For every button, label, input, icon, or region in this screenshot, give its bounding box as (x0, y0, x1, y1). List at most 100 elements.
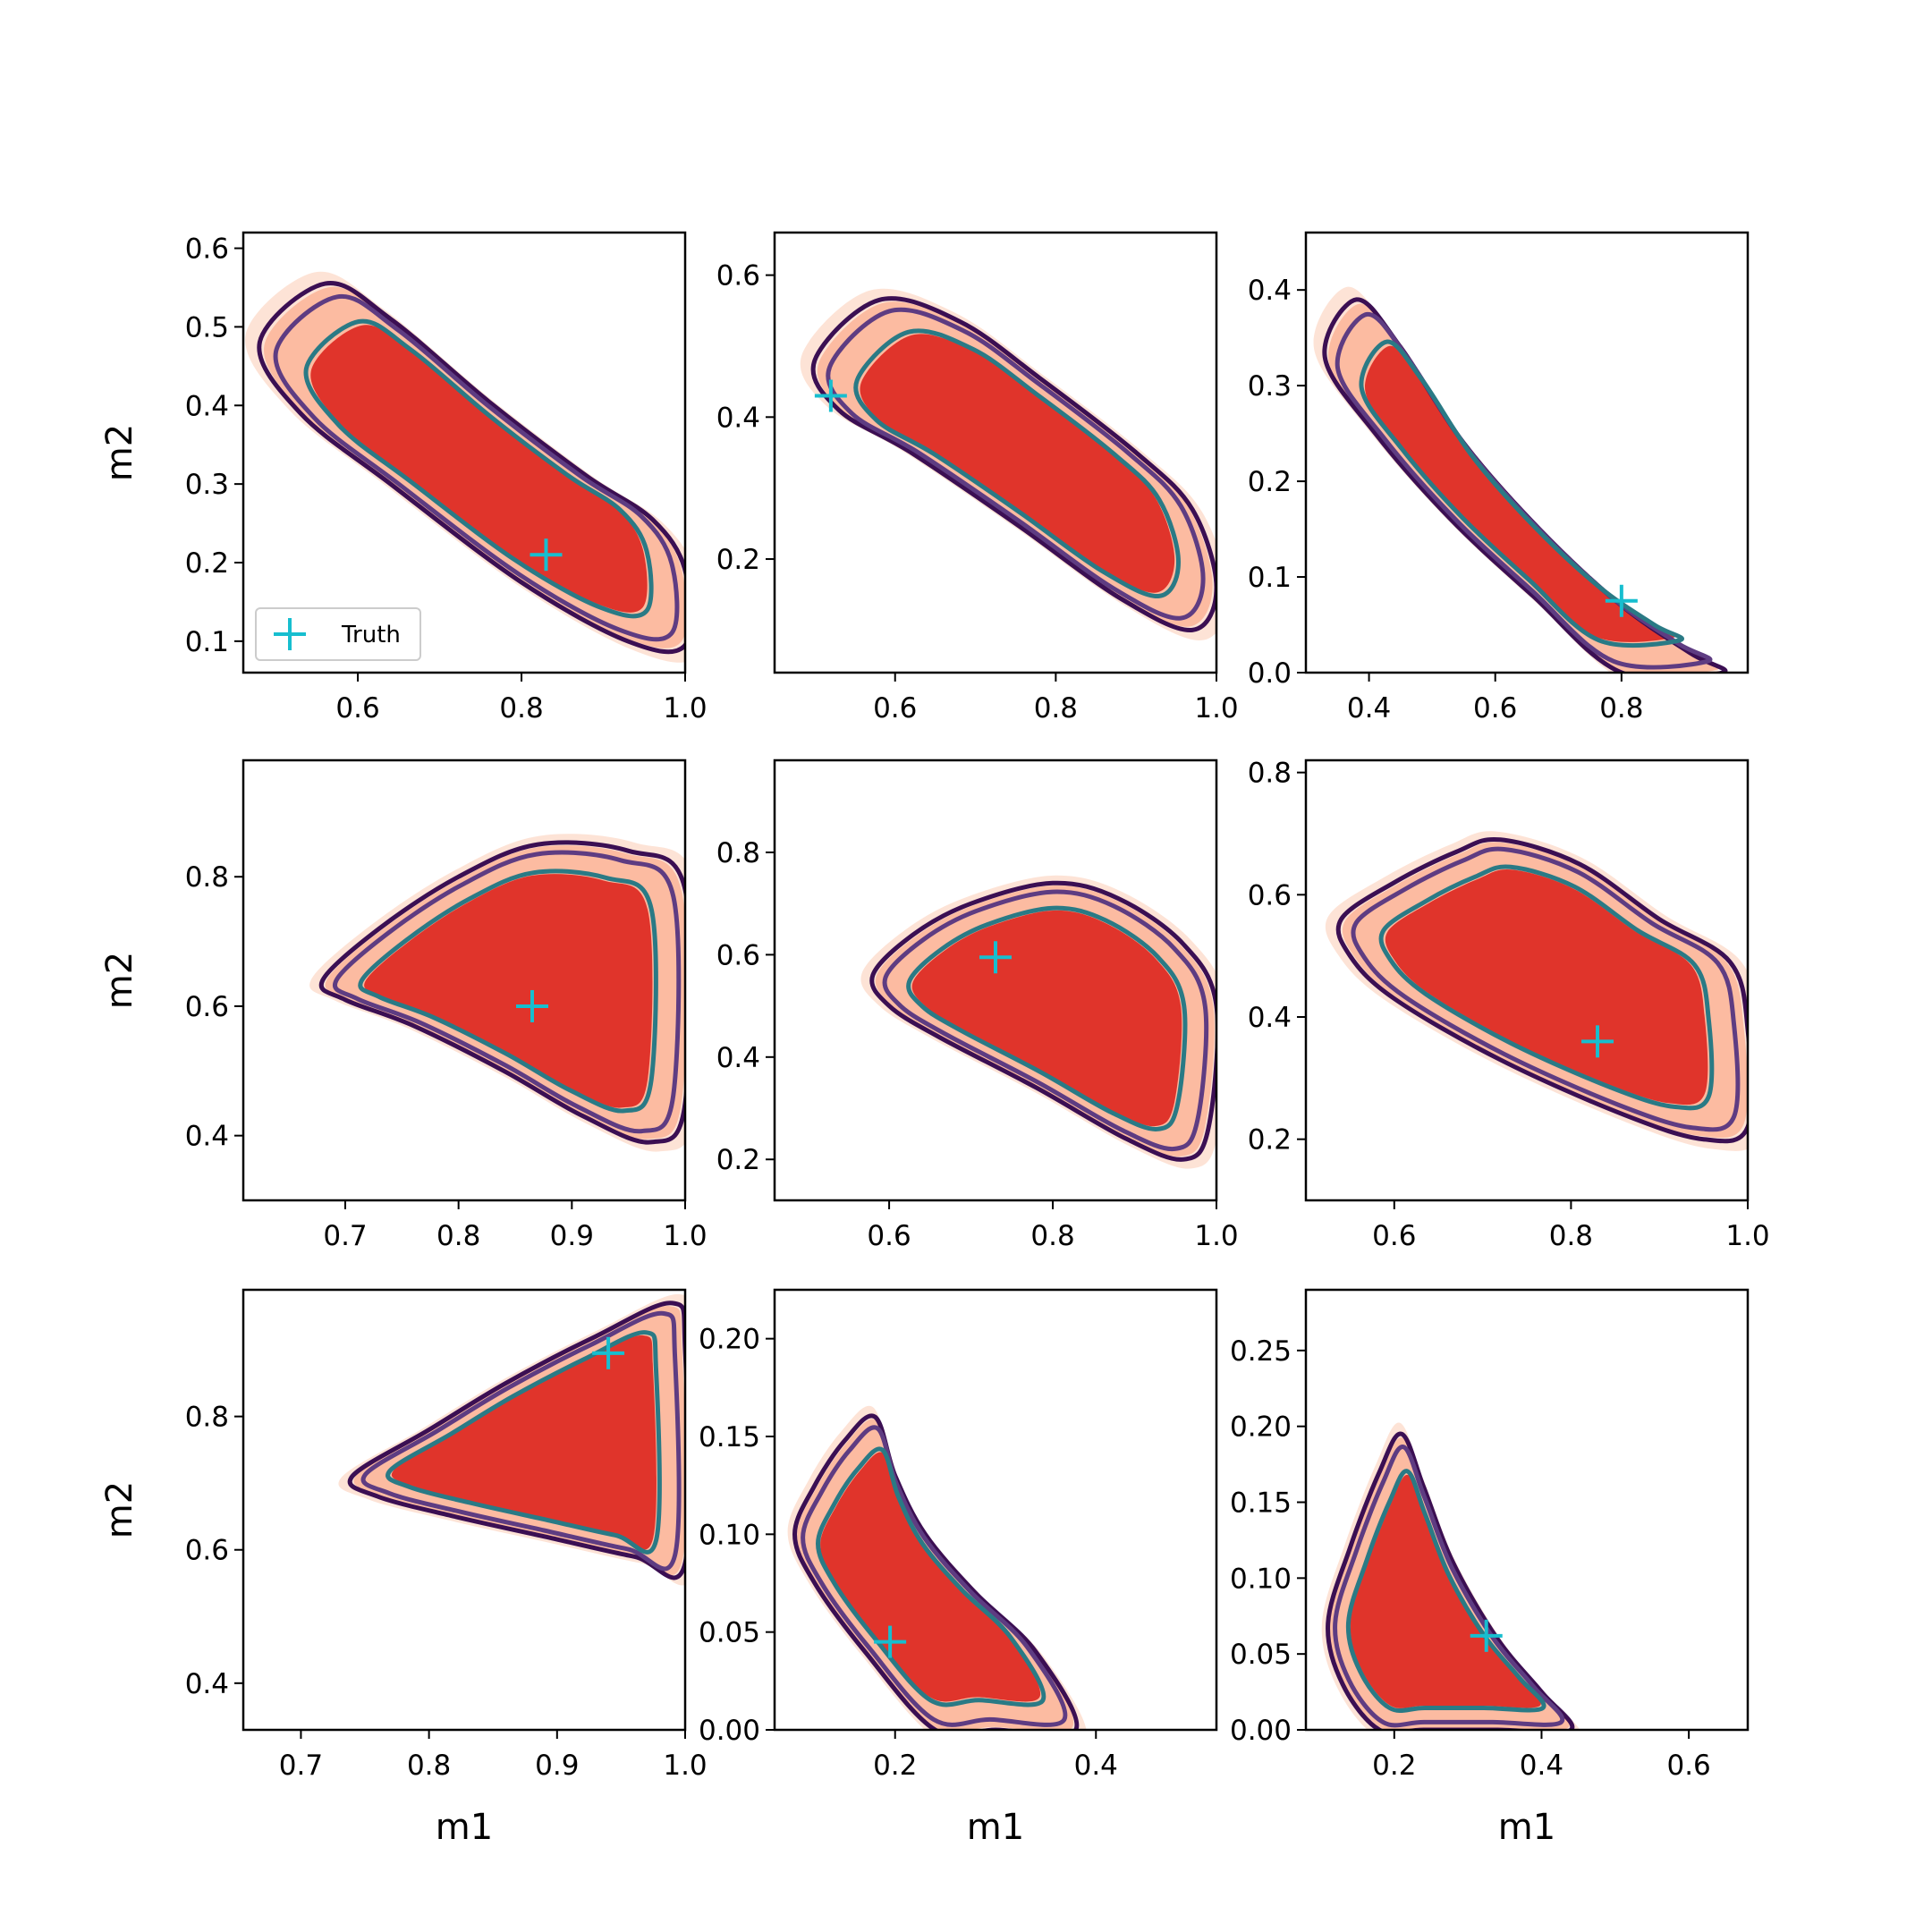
x-tick-label: 1.0 (663, 692, 707, 724)
contour-line-mid (360, 1310, 682, 1572)
y-tick-label: 0.4 (185, 1668, 229, 1700)
contour-line-mid (332, 850, 682, 1134)
contour-line-mid (882, 889, 1209, 1152)
axes-frame (242, 1288, 687, 1732)
panel-5: 0.6 0.8 1.0 0.2 0.4 0.6 0.8 (716, 758, 1239, 1252)
axes-frame (773, 231, 1218, 674)
y-tick-label: 0.15 (699, 1421, 760, 1453)
axes-frame (242, 231, 687, 674)
y-tick-label: 0.4 (1248, 1002, 1292, 1034)
y-tick-label: 0.00 (1230, 1715, 1292, 1747)
plot-area (787, 1405, 1087, 1730)
x-tick-label: 0.8 (499, 692, 543, 724)
x-tick-label: 0.8 (1034, 692, 1078, 724)
y-tick-label: 0.8 (716, 837, 760, 869)
x-tick-label: 0.4 (1520, 1750, 1563, 1782)
contour-line-inner (1345, 1469, 1546, 1713)
x-tick-label: 0.8 (407, 1750, 451, 1782)
y-axis-label: m2 (99, 1481, 140, 1538)
y-tick-label: 0.6 (185, 233, 229, 266)
y-tick-label: 0.4 (716, 402, 760, 434)
contour-line-outer (257, 281, 685, 655)
density-fill-inner (911, 910, 1182, 1127)
axes-frame (1304, 1288, 1750, 1732)
density-fill-inner (391, 1335, 657, 1550)
x-tick-label: 1.0 (1194, 1220, 1238, 1252)
y-tick-label: 0.2 (716, 1144, 760, 1176)
y-tick-label: 0.3 (185, 469, 229, 501)
truth-marker (1581, 1025, 1614, 1058)
truth-marker (516, 989, 548, 1022)
contour-line-inner (386, 1330, 662, 1555)
plot-area (860, 875, 1216, 1169)
truth-marker (592, 1336, 625, 1369)
y-tick-label: 0.8 (1248, 758, 1292, 790)
y-tick-label: 0.4 (1248, 275, 1292, 307)
y-tick-label: 0.2 (1248, 1124, 1292, 1157)
axes-frame (242, 758, 687, 1202)
density-fill-inner (860, 334, 1175, 593)
x-axis-label: m1 (1498, 1807, 1555, 1848)
y-tick-label: 0.8 (185, 861, 229, 894)
x-axis-label: m1 (436, 1807, 493, 1848)
y-tick-label: 0.0 (1248, 657, 1292, 690)
contour-line-inner (906, 905, 1188, 1131)
y-axis-label: m2 (99, 424, 140, 481)
y-tick-label: 0.4 (716, 1042, 760, 1074)
x-tick-label: 0.8 (1599, 692, 1643, 724)
x-tick-label: 0.4 (1347, 692, 1391, 724)
contour-line-mid (273, 293, 680, 642)
contour-line-mid (1351, 846, 1741, 1132)
plot-area (1321, 1422, 1580, 1730)
contour-line-inner (1359, 339, 1684, 648)
truth-marker (814, 379, 847, 412)
panel-2: 0.6 0.8 1.0 0.2 0.4 0.6 (716, 231, 1239, 724)
y-tick-label: 0.2 (716, 544, 760, 576)
x-tick-label: 0.8 (1030, 1220, 1074, 1252)
x-tick-label: 0.7 (279, 1750, 323, 1782)
contour-line-inner (853, 328, 1182, 598)
x-tick-label: 0.6 (1372, 1220, 1416, 1252)
legend-label: Truth (341, 622, 401, 648)
x-tick-label: 0.6 (867, 1220, 911, 1252)
contour-line-outer (347, 1301, 685, 1580)
x-tick-label: 0.7 (323, 1220, 367, 1252)
y-tick-label: 0.6 (1248, 879, 1292, 911)
y-tick-label: 0.05 (1230, 1639, 1292, 1671)
plot-area (245, 271, 685, 663)
y-axis-label: m2 (99, 952, 140, 1009)
x-tick-label: 1.0 (1194, 692, 1238, 724)
y-tick-label: 0.6 (716, 939, 760, 971)
x-tick-label: 0.2 (873, 1750, 917, 1782)
contour-line-outer (1326, 1431, 1575, 1730)
truth-marker (874, 1625, 907, 1658)
truth-marker (1605, 584, 1638, 617)
plot-area (309, 834, 685, 1152)
panel-6: 0.6 0.8 1.0 0.2 0.4 0.6 0.8 (1248, 758, 1770, 1252)
legend: Truth (255, 607, 421, 661)
contour-line-mid (826, 307, 1206, 621)
y-tick-label: 0.4 (185, 390, 229, 422)
panel-8: 0.2 0.4 0.00 0.05 0.10 0.15 0.20 m1 (699, 1288, 1218, 1848)
y-tick-label: 0.15 (1230, 1487, 1292, 1520)
legend-box (255, 607, 421, 661)
density-fill-inner (1385, 869, 1708, 1106)
plot-area (338, 1294, 685, 1586)
x-tick-label: 1.0 (663, 1750, 707, 1782)
y-tick-label: 0.2 (185, 547, 229, 580)
y-tick-label: 0.20 (1230, 1411, 1292, 1444)
contour-line-inner (358, 869, 658, 1114)
axes-frame (773, 758, 1218, 1202)
truth-marker (530, 538, 563, 572)
y-tick-label: 0.00 (699, 1715, 760, 1747)
x-tick-label: 0.4 (1074, 1750, 1118, 1782)
y-tick-label: 0.20 (699, 1324, 760, 1356)
panel-3: 0.4 0.6 0.8 0.0 0.1 0.2 0.3 0.4 (1248, 231, 1750, 724)
plot-area (1325, 831, 1748, 1151)
y-tick-label: 0.8 (185, 1402, 229, 1434)
panel-7: 0.7 0.8 0.9 1.0 0.4 0.6 0.8 m2 m1 (99, 1288, 708, 1848)
contour-line-outer (792, 1413, 1080, 1730)
x-tick-label: 0.6 (1666, 1750, 1710, 1782)
axes-frame (1304, 231, 1750, 674)
